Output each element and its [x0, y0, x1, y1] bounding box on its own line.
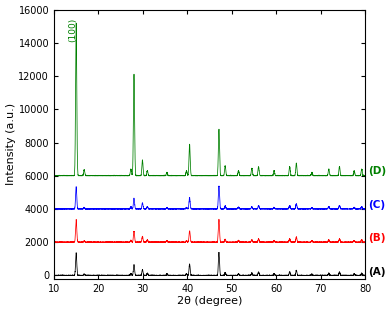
Text: (A): (A) [368, 267, 386, 277]
Y-axis label: Intensity (a.u.): Intensity (a.u.) [5, 103, 16, 185]
Text: (B): (B) [368, 233, 386, 243]
Text: (C): (C) [368, 200, 385, 210]
Text: (D): (D) [368, 166, 387, 176]
Text: (100): (100) [68, 18, 77, 42]
X-axis label: 2θ (degree): 2θ (degree) [177, 296, 242, 306]
